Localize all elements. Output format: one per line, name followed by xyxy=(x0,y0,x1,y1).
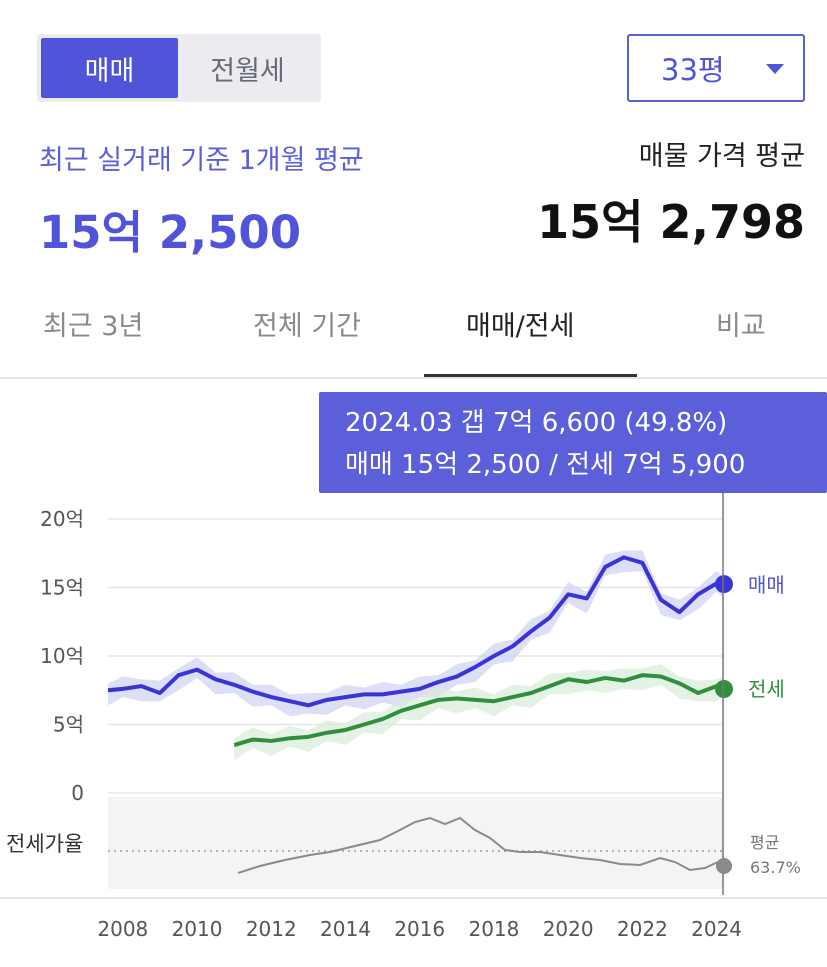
trade-type-toggle: 매매 전월세 xyxy=(37,34,321,102)
tooltip-gap-line: 2024.03 갭 7억 6,600 (49.8%) xyxy=(345,408,728,438)
recent-avg-label: 최근 실거래 기준 1개월 평균 xyxy=(39,145,364,176)
listing-avg-label: 매물 가격 평균 xyxy=(638,141,805,172)
x-tick-label: 2010 xyxy=(172,917,223,941)
tab-recent-3y[interactable]: 최근 3년 xyxy=(43,311,144,342)
period-tabs: 최근 3년 전체 기간 매매/전세 비교 xyxy=(0,300,827,378)
series-lines xyxy=(107,550,733,761)
ratio-panel-bg xyxy=(108,797,724,889)
x-tick-label: 2014 xyxy=(320,917,371,941)
area-size-value: 33평 xyxy=(661,53,725,87)
x-tick-label: 2024 xyxy=(691,917,742,941)
ratio-current-point xyxy=(716,858,732,874)
x-tick-label: 2016 xyxy=(394,917,445,941)
ratio-line xyxy=(237,816,719,874)
chart-bottom-divider xyxy=(0,897,827,899)
series-current-point xyxy=(715,680,733,699)
tooltip-price-line: 매매 15억 2,500 / 전세 7억 5,900 xyxy=(345,450,746,480)
ratio-avg-label: 평균 xyxy=(750,833,779,852)
x-tick-label: 2022 xyxy=(617,917,668,941)
y-tick-label: 5억 xyxy=(53,713,84,737)
ratio-panel-label: 전세가율 xyxy=(6,832,83,856)
y-tick-label: 15억 xyxy=(40,576,84,600)
series-range-band xyxy=(108,550,724,717)
ratio-avg-value: 63.7% xyxy=(750,858,801,877)
active-tab-indicator xyxy=(424,374,637,377)
x-axis: 2008 2010 2012 2014 2016 2018 2020 2022 2024 xyxy=(97,917,742,941)
x-tick-label: 2012 xyxy=(246,917,297,941)
rent-tab-button[interactable]: 전월세 xyxy=(210,55,285,87)
series-current-point xyxy=(715,575,733,594)
tab-compare[interactable]: 비교 xyxy=(716,311,766,342)
y-tick-label: 10억 xyxy=(40,644,84,668)
x-tick-label: 2018 xyxy=(468,917,519,941)
tab-all-period[interactable]: 전체 기간 xyxy=(253,311,361,342)
x-tick-label: 2020 xyxy=(543,917,594,941)
y-tick-label: 20억 xyxy=(40,507,84,531)
y-axis: 20억 15억 10억 5억 0 xyxy=(40,507,84,805)
chart-tooltip: 2024.03 갭 7억 6,600 (49.8%) 매매 15억 2,500 … xyxy=(319,392,827,493)
chevron-down-icon xyxy=(766,64,784,74)
listing-avg-value: 15억 2,798 xyxy=(537,195,805,249)
jeonse-series-label: 전세 xyxy=(748,677,785,701)
series-range-band xyxy=(234,664,724,761)
series-line xyxy=(233,673,725,747)
chart-grid xyxy=(108,518,724,794)
sale-series-label: 매매 xyxy=(748,573,785,597)
tab-sale-jeonse[interactable]: 매매/전세 xyxy=(466,311,575,342)
tabs-divider xyxy=(0,377,827,379)
sale-tab-button[interactable]: 매매 xyxy=(41,38,178,98)
area-size-dropdown[interactable]: 33평 xyxy=(627,34,805,102)
x-tick-label: 2008 xyxy=(97,917,148,941)
y-tick-label: 0 xyxy=(71,781,84,805)
series-line xyxy=(107,555,725,708)
recent-avg-value: 15억 2,500 xyxy=(39,206,302,259)
